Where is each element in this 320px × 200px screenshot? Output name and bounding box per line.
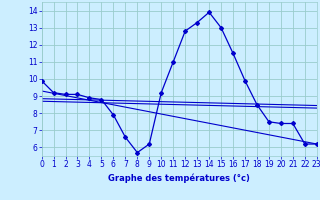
X-axis label: Graphe des températures (°c): Graphe des températures (°c) [108,173,250,183]
